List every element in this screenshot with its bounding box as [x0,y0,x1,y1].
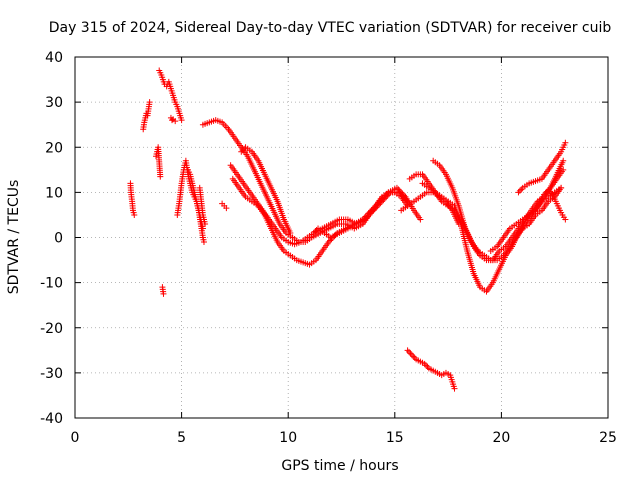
data-point [516,187,523,194]
chart-title: Day 315 of 2024, Sidereal Day-to-day VTE… [49,20,612,36]
data-point [160,290,167,297]
data-point [223,205,230,212]
data-point [200,239,207,246]
y-tick-label: 30 [45,95,63,111]
data-point [424,363,431,370]
y-tick-label: -40 [40,411,63,427]
x-axis-label: GPS time / hours [281,458,398,474]
x-tick-label: 5 [177,430,186,446]
data-point [131,211,138,218]
axis-ticks: 0 5 10 15 20 25 -40 -30 -20 -10 0 10 20 30 40 [40,50,617,446]
y-tick-label: 40 [45,50,63,66]
data-point [169,117,176,124]
y-tick-label: 0 [54,231,63,247]
data-points [127,67,569,392]
data-point [410,353,417,360]
data-point [515,189,522,196]
x-tick-label: 0 [71,430,80,446]
y-tick-label: -10 [40,276,63,292]
x-tick-label: 25 [599,430,617,446]
data-point [451,385,458,392]
data-point [404,347,411,354]
data-point [359,216,366,223]
data-point [327,237,334,244]
y-tick-label: -20 [40,321,63,337]
data-point [146,99,153,106]
data-point [562,216,569,223]
y-tick-label: 10 [45,185,63,201]
data-point [202,220,209,227]
y-axis-label: SDTVAR / TECUs [6,180,22,295]
data-point [560,157,567,164]
x-tick-label: 20 [492,430,510,446]
data-point [157,173,164,180]
data-point [560,166,567,173]
y-tick-label: -30 [40,366,63,382]
data-point [417,216,424,223]
data-point [172,118,179,125]
y-tick-label: 20 [45,140,63,156]
data-point [178,117,185,124]
data-point [406,348,413,355]
data-point [562,139,569,146]
data-point [287,229,294,236]
data-point [407,350,414,357]
x-tick-label: 10 [279,430,297,446]
data-point [408,351,415,358]
plot-frame [74,56,609,419]
data-point [423,362,430,369]
x-tick-label: 15 [386,430,404,446]
data-point [328,236,335,243]
data-point [558,184,565,191]
grid-lines [75,57,608,418]
data-point [411,354,418,361]
data-point [518,186,525,193]
